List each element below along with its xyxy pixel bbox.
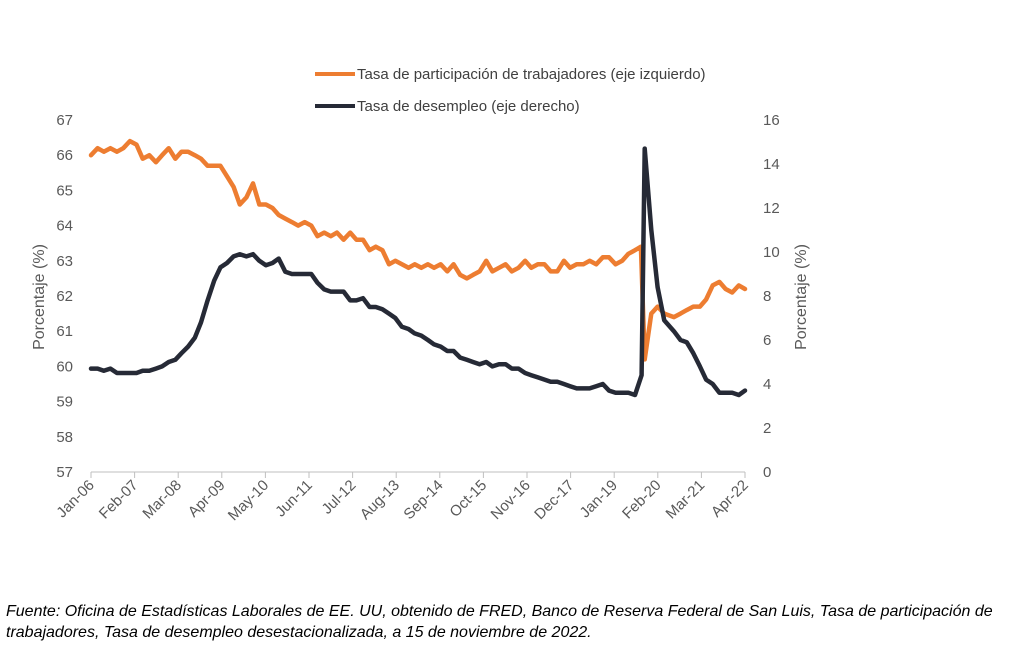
right-y-tick-label: 0 bbox=[763, 464, 771, 481]
right-y-tick-label: 16 bbox=[763, 112, 780, 129]
x-tick-label: Feb-07 bbox=[96, 477, 142, 523]
x-tick-label: Mar-08 bbox=[139, 477, 185, 523]
right-y-tick-label: 6 bbox=[763, 332, 771, 349]
x-tick-label: Sep-14 bbox=[400, 477, 446, 523]
x-tick-label: Apr-09 bbox=[185, 477, 229, 521]
source-note: Fuente: Oficina de Estadísticas Laborale… bbox=[6, 603, 993, 641]
x-tick-label: Apr-22 bbox=[708, 477, 752, 521]
chart-series-lines bbox=[88, 138, 748, 398]
right-axis-title: Porcentaje (%) bbox=[793, 244, 810, 350]
left-y-tick-label: 57 bbox=[56, 464, 73, 481]
left-y-tick-label: 64 bbox=[56, 218, 73, 235]
x-tick-label: Dec-17 bbox=[531, 477, 577, 523]
right-y-tick-label: 4 bbox=[763, 376, 771, 393]
chart-legend: Tasa de participación de trabajadores (e… bbox=[315, 66, 706, 115]
x-tick-label: Jun-11 bbox=[272, 477, 316, 521]
left-y-tick-label: 65 bbox=[56, 182, 73, 199]
left-y-tick-label: 62 bbox=[56, 288, 73, 305]
x-tick-label: Aug-13 bbox=[357, 477, 403, 523]
x-tick-label: Jul-12 bbox=[319, 477, 360, 518]
x-tick-label: Feb-20 bbox=[619, 477, 665, 523]
x-tick-label: Jan-19 bbox=[577, 477, 621, 521]
left-y-tick-label: 67 bbox=[56, 112, 73, 129]
chart-axes bbox=[90, 471, 746, 478]
series-line-participation-rate bbox=[88, 138, 748, 362]
x-tick-label: May-10 bbox=[225, 477, 272, 524]
x-tick-label: Oct-15 bbox=[446, 477, 490, 521]
right-y-tick-label: 8 bbox=[763, 288, 771, 305]
legend-label-unemployment: Tasa de desempleo (eje derecho) bbox=[357, 98, 580, 115]
right-y-tick-label: 10 bbox=[763, 244, 780, 261]
left-axis-title: Porcentaje (%) bbox=[31, 244, 48, 350]
left-y-tick-label: 58 bbox=[56, 429, 73, 446]
left-y-tick-label: 63 bbox=[56, 253, 73, 270]
left-y-tick-label: 60 bbox=[56, 358, 73, 375]
left-y-tick-label: 61 bbox=[56, 323, 73, 340]
x-tick-label: Mar-21 bbox=[663, 477, 709, 523]
right-y-tick-label: 14 bbox=[763, 156, 780, 173]
left-y-tick-label: 66 bbox=[56, 147, 73, 164]
right-y-tick-label: 2 bbox=[763, 420, 771, 437]
x-tick-label: Jan-06 bbox=[53, 477, 97, 521]
right-y-tick-label: 12 bbox=[763, 200, 780, 217]
left-y-tick-label: 59 bbox=[56, 394, 73, 411]
series-line-unemployment-rate bbox=[88, 146, 748, 398]
x-tick-label: Nov-16 bbox=[488, 477, 534, 523]
legend-label-participation: Tasa de participación de trabajadores (e… bbox=[357, 66, 706, 83]
